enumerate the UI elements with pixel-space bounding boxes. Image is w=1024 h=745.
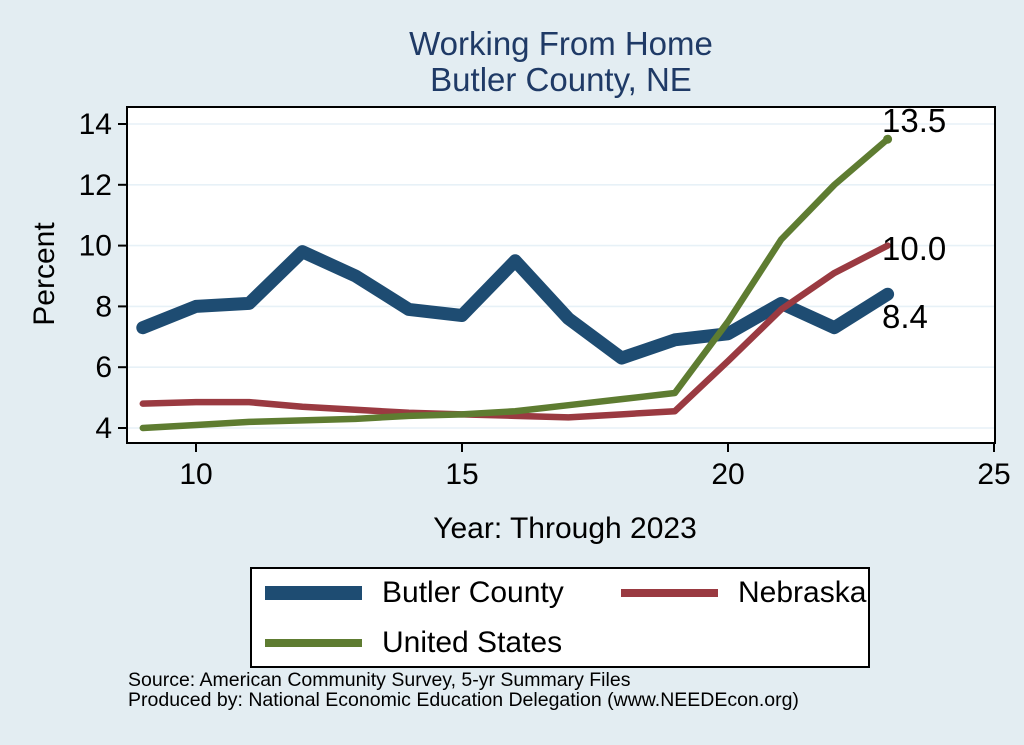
- end-label-butler-county: 8.4: [882, 298, 928, 335]
- legend-label-united-states: United States: [382, 625, 563, 659]
- y-tick-label-12: 12: [79, 169, 112, 202]
- x-tick-label-15: 15: [445, 458, 478, 491]
- plot-frame: [126, 106, 996, 444]
- legend-swatch-butler-county: [265, 585, 362, 600]
- y-tick-label-6: 6: [95, 351, 112, 384]
- y-axis-title: Percent: [28, 222, 61, 326]
- source-note: Source: American Community Survey, 5-yr …: [128, 669, 799, 711]
- end-label-united-states: 13.5: [882, 102, 947, 139]
- end-label-nebraska: 10.0: [882, 230, 947, 267]
- series-line-nebraska: [139, 242, 891, 421]
- chart-title: Working From Home Butler County, NE: [0, 26, 1024, 98]
- produced-by-line: Produced by: National Economic Education…: [128, 688, 799, 711]
- y-tick-label-14: 14: [79, 108, 112, 141]
- chart-title-line2: Butler County, NE: [430, 61, 692, 98]
- series-line-united-states: [139, 135, 891, 432]
- x-tick-label-10: 10: [179, 458, 212, 491]
- y-tick-label-10: 10: [79, 230, 112, 263]
- x-tick-label-25: 25: [977, 458, 1010, 491]
- legend-item-nebraska: Nebraska: [621, 572, 868, 614]
- x-tick-label-20: 20: [711, 458, 744, 491]
- y-tick-label-4: 4: [95, 412, 112, 445]
- x-axis-title: Year: Through 2023: [433, 512, 697, 545]
- united-states-end-marker: [883, 134, 893, 144]
- chart-legend: Butler County Nebraska United States: [250, 567, 870, 668]
- source-line: Source: American Community Survey, 5-yr …: [128, 669, 631, 691]
- legend-item-butler-county: Butler County: [265, 572, 621, 614]
- legend-swatch-united-states: [265, 638, 362, 647]
- legend-label-nebraska: Nebraska: [738, 575, 867, 609]
- chart-title-line1: Working From Home: [409, 25, 713, 62]
- series-line-butler-county: [136, 245, 895, 365]
- y-tick-label-8: 8: [95, 290, 112, 323]
- legend-label-butler-county: Butler County: [382, 575, 564, 609]
- legend-item-united-states: United States: [265, 622, 621, 664]
- legend-swatch-nebraska: [621, 588, 718, 597]
